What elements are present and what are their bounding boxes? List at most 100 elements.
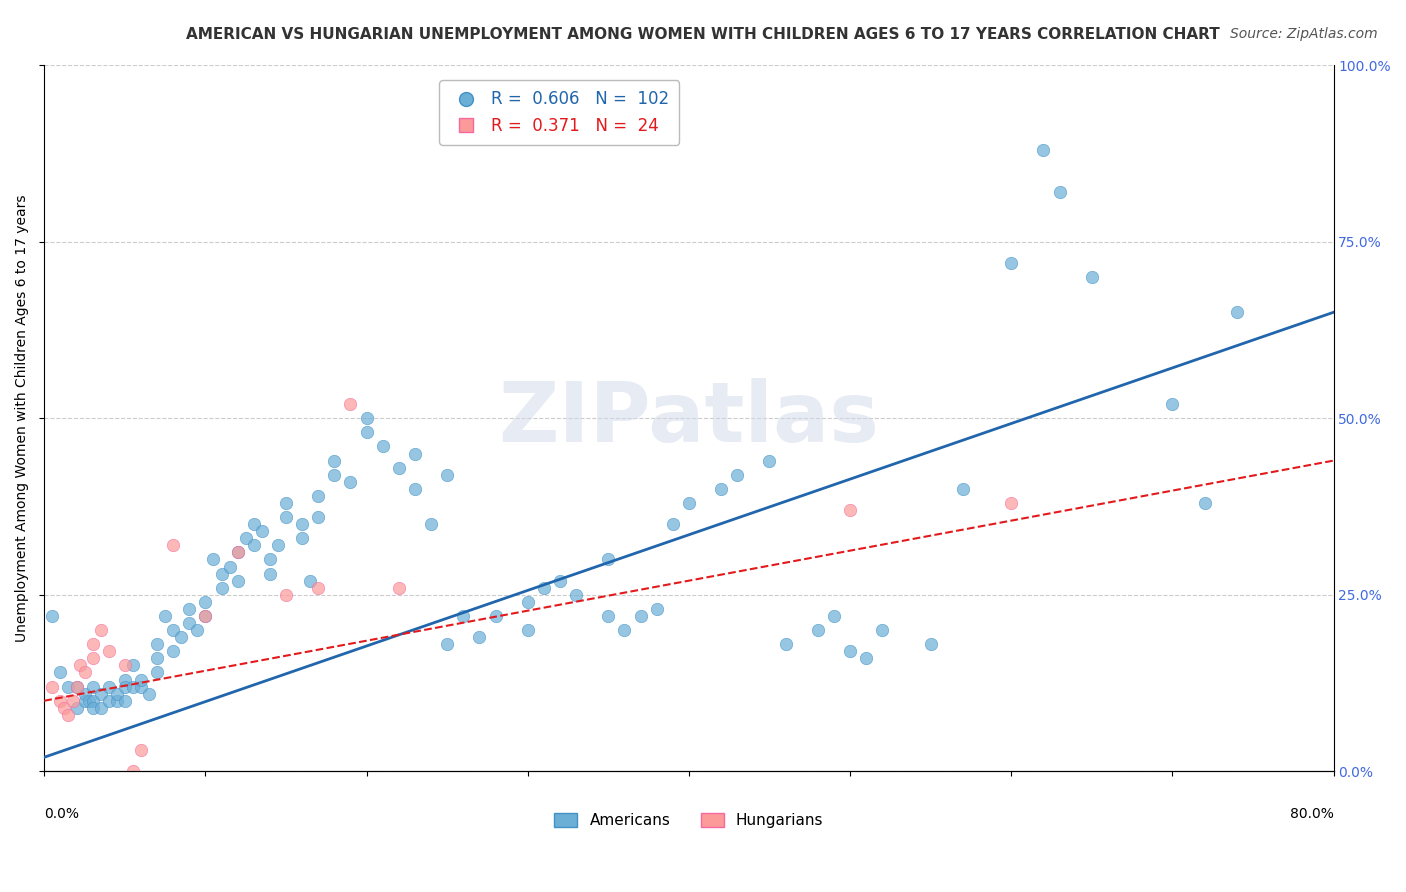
Point — [122, 658, 145, 673]
Point — [613, 623, 636, 637]
Point — [226, 574, 249, 588]
Point — [186, 623, 208, 637]
Point — [97, 680, 120, 694]
Text: Source: ZipAtlas.com: Source: ZipAtlas.com — [1230, 27, 1378, 41]
Point — [630, 609, 652, 624]
Point — [725, 467, 748, 482]
Point — [162, 644, 184, 658]
Point — [194, 595, 217, 609]
Point — [371, 440, 394, 454]
Point — [153, 609, 176, 624]
Point — [90, 623, 112, 637]
Point — [323, 467, 346, 482]
Point — [339, 475, 361, 489]
Point — [775, 637, 797, 651]
Point — [1032, 143, 1054, 157]
Point — [920, 637, 942, 651]
Point — [598, 609, 620, 624]
Text: ZIPatlas: ZIPatlas — [498, 377, 879, 458]
Point — [65, 680, 87, 694]
Point — [1000, 256, 1022, 270]
Point — [90, 687, 112, 701]
Point — [105, 694, 128, 708]
Point — [218, 559, 240, 574]
Point — [41, 680, 63, 694]
Point — [73, 665, 96, 680]
Point — [436, 637, 458, 651]
Point — [79, 694, 101, 708]
Point — [1049, 185, 1071, 199]
Point — [388, 460, 411, 475]
Point — [565, 588, 588, 602]
Point — [356, 425, 378, 440]
Point — [1226, 305, 1249, 319]
Point — [226, 545, 249, 559]
Text: 80.0%: 80.0% — [1289, 806, 1333, 821]
Point — [1081, 270, 1104, 285]
Point — [356, 411, 378, 425]
Point — [710, 482, 733, 496]
Point — [97, 694, 120, 708]
Point — [82, 637, 104, 651]
Point — [307, 581, 329, 595]
Point — [267, 538, 290, 552]
Point — [211, 581, 233, 595]
Point — [645, 602, 668, 616]
Point — [242, 517, 264, 532]
Point — [62, 694, 84, 708]
Point — [194, 609, 217, 624]
Point — [82, 700, 104, 714]
Point — [194, 609, 217, 624]
Point — [41, 609, 63, 624]
Point — [114, 658, 136, 673]
Point — [129, 673, 152, 687]
Point — [404, 446, 426, 460]
Point — [146, 651, 169, 665]
Point — [807, 623, 830, 637]
Point — [58, 707, 80, 722]
Point — [242, 538, 264, 552]
Point — [291, 517, 314, 532]
Point — [1000, 496, 1022, 510]
Point — [122, 680, 145, 694]
Point — [179, 602, 201, 616]
Point — [179, 615, 201, 630]
Text: 0.0%: 0.0% — [44, 806, 79, 821]
Point — [662, 517, 685, 532]
Point — [1194, 496, 1216, 510]
Point — [516, 595, 538, 609]
Point — [82, 651, 104, 665]
Point — [823, 609, 845, 624]
Point — [49, 665, 72, 680]
Point — [58, 680, 80, 694]
Point — [122, 764, 145, 779]
Point — [162, 623, 184, 637]
Point — [274, 588, 297, 602]
Point — [65, 700, 87, 714]
Point — [73, 687, 96, 701]
Point — [484, 609, 506, 624]
Point — [170, 630, 193, 644]
Point — [114, 680, 136, 694]
Point — [105, 687, 128, 701]
Point — [436, 467, 458, 482]
Point — [404, 482, 426, 496]
Point — [65, 680, 87, 694]
Point — [52, 700, 75, 714]
Point — [323, 453, 346, 467]
Point — [138, 687, 160, 701]
Point — [339, 397, 361, 411]
Point — [839, 644, 862, 658]
Point — [839, 503, 862, 517]
Point — [259, 566, 281, 581]
Point — [146, 637, 169, 651]
Point — [274, 496, 297, 510]
Point — [872, 623, 894, 637]
Point — [146, 665, 169, 680]
Point — [235, 531, 257, 545]
Point — [82, 680, 104, 694]
Point — [259, 552, 281, 566]
Point — [307, 510, 329, 524]
Point — [307, 489, 329, 503]
Point — [226, 545, 249, 559]
